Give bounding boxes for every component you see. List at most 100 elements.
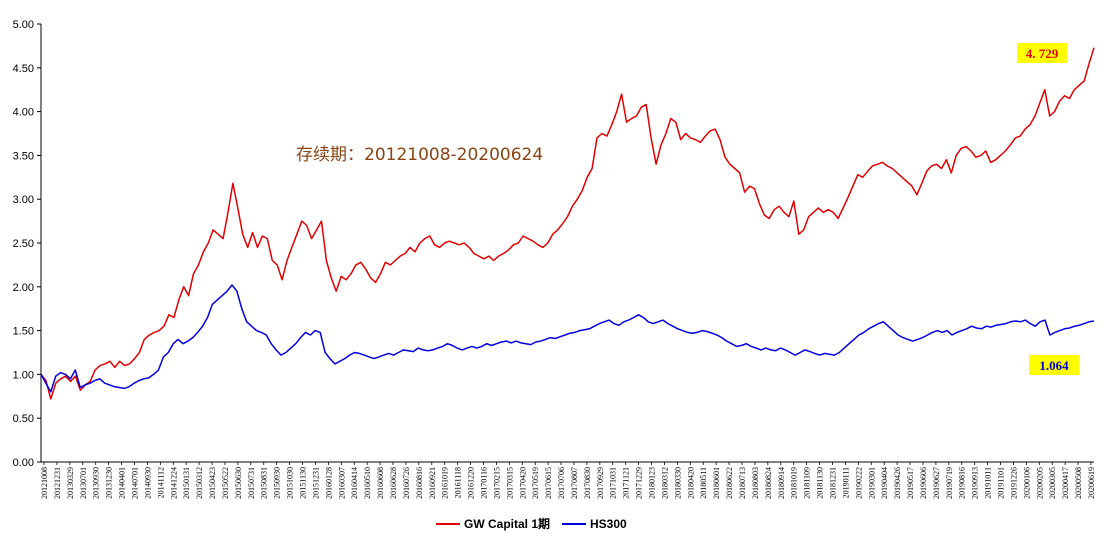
x-tick-label: 20131230 — [105, 467, 114, 499]
x-tick-label: 20170420 — [518, 467, 527, 499]
y-tick-label: 4.50 — [13, 63, 34, 75]
x-tick-label: 20181019 — [790, 467, 799, 499]
x-tick-label: 20151130 — [299, 467, 308, 499]
x-tick-label: 20180420 — [686, 467, 695, 499]
x-tick-label: 20180330 — [673, 467, 682, 499]
x-tick-label: 20180914 — [777, 467, 786, 499]
x-tick-label: 20191011 — [984, 467, 993, 499]
x-tick-label: 20181231 — [828, 467, 837, 499]
x-tick-label: 20171121 — [622, 467, 631, 499]
x-tick-label: 20170315 — [505, 467, 514, 499]
x-tick-label: 20200205 — [1035, 467, 1044, 499]
x-tick-label: 20140401 — [118, 467, 127, 499]
x-tick-label: 20171031 — [609, 467, 618, 499]
x-tick-label: 20180123 — [648, 467, 657, 499]
x-tick-label: 20160608 — [376, 467, 385, 499]
x-tick-label: 20160510 — [363, 467, 372, 499]
x-tick-label: 20180803 — [751, 467, 760, 499]
x-tick-label: 20140701 — [130, 467, 139, 499]
y-tick-label: 3.50 — [13, 150, 34, 162]
x-tick-label: 20170615 — [544, 467, 553, 499]
x-tick-label: 20130930 — [92, 467, 101, 499]
x-tick-label: 20170519 — [531, 467, 540, 499]
x-tick-label: 20171229 — [635, 467, 644, 499]
x-tick-label: 20190222 — [854, 467, 863, 499]
y-tick-label: 0.50 — [13, 413, 34, 425]
x-tick-label: 20170706 — [557, 467, 566, 499]
y-axis: 0.00 0.50 1.00 1.50 2.00 2.50 3.00 3.50 4.00 4.50… — [13, 19, 42, 469]
end-label-box — [1029, 355, 1079, 375]
x-tick-label: 20160921 — [428, 467, 437, 499]
x-tick-label: 20200508 — [1074, 467, 1083, 499]
x-tick-label: 20160628 — [389, 467, 398, 499]
x-tick-label: 20150731 — [247, 467, 256, 499]
x-tick-label: 20141224 — [169, 467, 178, 499]
end-label-box — [1017, 43, 1067, 63]
x-tick-label: 20170215 — [492, 467, 501, 499]
x-tick-label: 20140930 — [143, 467, 152, 499]
legend-label: GW Capital 1期 — [464, 516, 550, 531]
x-tick-label: 20161118 — [454, 467, 463, 498]
y-tick-label: 4.00 — [13, 107, 34, 119]
x-tick-label: 20160414 — [350, 467, 359, 499]
x-tick-label: 20190517 — [906, 467, 915, 499]
y-tick-label: 1.50 — [13, 326, 34, 338]
x-tick-label: 20130701 — [79, 467, 88, 499]
y-tick-label: 2.50 — [13, 238, 34, 250]
x-tick-label: 20180713 — [738, 467, 747, 499]
x-tick-label: 20150423 — [208, 467, 217, 499]
x-tick-label: 20190404 — [880, 467, 889, 499]
legend: GW Capital 1期 HS300 — [436, 516, 627, 531]
x-axis: 20121008 20121231 20130329 20130701 20130930… — [40, 461, 1096, 499]
x-tick-label: 20191101 — [997, 467, 1006, 499]
x-tick-label: 20190606 — [919, 467, 928, 499]
x-tick-label: 20150630 — [234, 467, 243, 499]
y-tick-label: 1.00 — [13, 369, 34, 381]
x-tick-label: 20160128 — [324, 467, 333, 499]
x-tick-label: 20150930 — [273, 467, 282, 499]
end-label-value: 1.064 — [1039, 358, 1069, 373]
x-tick-label: 20121008 — [40, 467, 49, 499]
period-annotation: 存续期：20121008-20200624 — [296, 145, 543, 165]
x-tick-label: 20190719 — [945, 467, 954, 499]
x-tick-label: 20150831 — [260, 467, 269, 499]
x-tick-label: 20190111 — [841, 467, 850, 498]
x-tick-label: 20190913 — [971, 467, 980, 499]
x-tick-label: 20160816 — [415, 467, 424, 499]
x-tick-label: 20200305 — [1048, 467, 1057, 499]
x-tick-label: 20170830 — [583, 467, 592, 499]
x-tick-label: 20151231 — [311, 467, 320, 499]
x-tick-label: 20170929 — [596, 467, 605, 499]
end-label-value: 4. 729 — [1026, 46, 1059, 61]
y-tick-label: 2.00 — [13, 282, 34, 294]
y-tick-label: 0.00 — [13, 457, 34, 469]
x-tick-label: 20200106 — [1022, 467, 1031, 499]
x-tick-label: 20161019 — [441, 467, 450, 499]
x-tick-label: 20191226 — [1009, 467, 1018, 499]
y-tick-label: 5.00 — [13, 19, 34, 31]
x-tick-label: 20141112 — [156, 467, 165, 498]
x-tick-label: 20151030 — [286, 467, 295, 499]
x-tick-label: 20190301 — [867, 467, 876, 499]
x-tick-label: 20181130 — [816, 467, 825, 499]
x-tick-label: 20181109 — [803, 467, 812, 499]
x-tick-label: 20160726 — [402, 467, 411, 499]
x-tick-label: 20190816 — [958, 467, 967, 499]
x-tick-label: 20161220 — [467, 467, 476, 499]
x-tick-label: 20200417 — [1061, 467, 1070, 499]
end-labels: 4. 729 1.064 — [1017, 43, 1079, 375]
x-tick-label: 20200619 — [1087, 467, 1096, 499]
x-tick-label: 20150131 — [182, 467, 191, 499]
x-tick-label: 20170807 — [570, 467, 579, 499]
x-tick-label: 20190627 — [932, 467, 941, 499]
x-tick-label: 20121231 — [53, 467, 62, 499]
x-tick-label: 20150522 — [221, 467, 230, 499]
series-line-hs300 — [40, 284, 1095, 393]
x-tick-label: 20180511 — [699, 467, 708, 499]
series-layer — [40, 47, 1095, 400]
x-tick-label: 20130329 — [66, 467, 75, 499]
x-tick-label: 20180312 — [660, 467, 669, 499]
x-tick-label: 20160307 — [337, 467, 346, 499]
x-tick-label: 20170116 — [479, 467, 488, 499]
